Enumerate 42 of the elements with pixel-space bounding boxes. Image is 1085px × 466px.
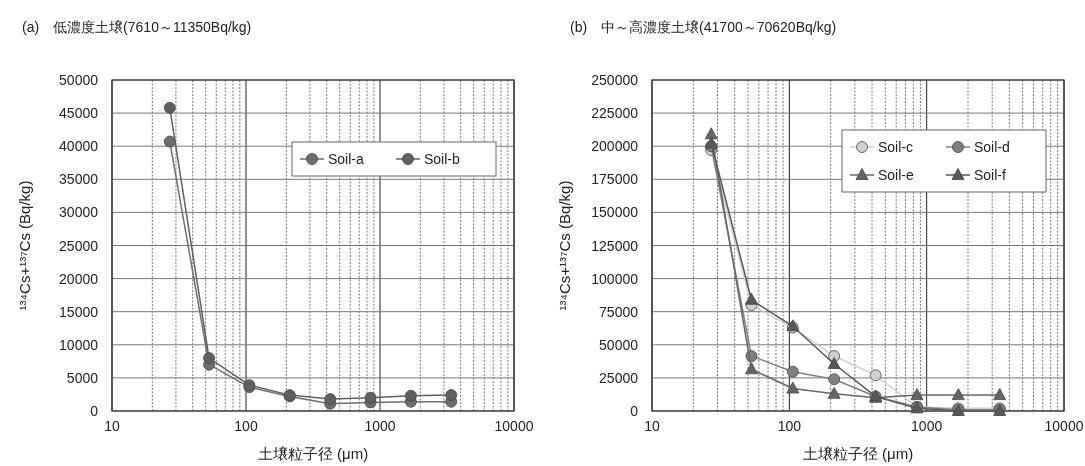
y-tick-label: 25000 [599, 369, 639, 386]
chart-title: (b) 中～高濃度土壌(41700～70620Bq/kg) [570, 19, 837, 35]
y-tick-label: 225000 [591, 105, 639, 122]
y-axis-title: ¹³⁴Cs+¹³⁷Cs (Bq/kg) [16, 180, 33, 311]
x-tick-label: 10 [104, 418, 120, 434]
y-axis-title: ¹³⁴Cs+¹³⁷Cs (Bq/kg) [556, 180, 573, 311]
x-axis-title: 土壌粒子径 (μm) [802, 445, 914, 462]
y-tick-label: 25000 [59, 237, 99, 254]
y-tick-label: 0 [630, 403, 639, 419]
y-tick-label: 5000 [66, 369, 99, 386]
x-tick-label: 10000 [494, 418, 534, 434]
y-tick-label: 0 [90, 403, 99, 419]
legend-label: Soil-d [974, 139, 1010, 155]
x-tick-label: 100 [777, 418, 802, 434]
x-axis-title: 土壌粒子径 (μm) [257, 445, 369, 462]
y-tick-label: 20000 [59, 270, 99, 287]
y-tick-label: 150000 [591, 204, 639, 221]
legend-label: Soil-e [878, 167, 915, 183]
y-tick-label: 125000 [591, 237, 639, 254]
y-tick-label: 175000 [591, 171, 639, 188]
x-tick-label: 10000 [1044, 418, 1084, 434]
y-tick-label: 100000 [591, 270, 639, 287]
y-tick-label: 15000 [59, 303, 99, 320]
y-tick-label: 200000 [591, 138, 639, 155]
x-tick-label: 10 [644, 418, 660, 434]
chart-title: (a) 低濃度土壌(7610～11350Bq/kg) [22, 19, 252, 35]
legend-label: Soil-b [424, 151, 461, 167]
y-tick-label: 45000 [59, 105, 99, 122]
y-tick-label: 30000 [59, 204, 99, 221]
y-tick-label: 250000 [591, 72, 639, 88]
x-tick-label: 1000 [911, 418, 943, 434]
y-tick-label: 50000 [599, 336, 639, 353]
y-tick-label: 35000 [59, 171, 99, 188]
x-tick-label: 1000 [364, 418, 396, 434]
legend-label: Soil-f [974, 167, 1007, 183]
legend-label: Soil-a [328, 151, 365, 167]
y-tick-label: 50000 [59, 72, 99, 88]
x-tick-label: 100 [234, 418, 258, 434]
legend-label: Soil-c [878, 139, 914, 155]
y-tick-label: 40000 [59, 138, 99, 155]
y-tick-label: 10000 [59, 336, 99, 353]
y-tick-label: 75000 [599, 303, 639, 320]
